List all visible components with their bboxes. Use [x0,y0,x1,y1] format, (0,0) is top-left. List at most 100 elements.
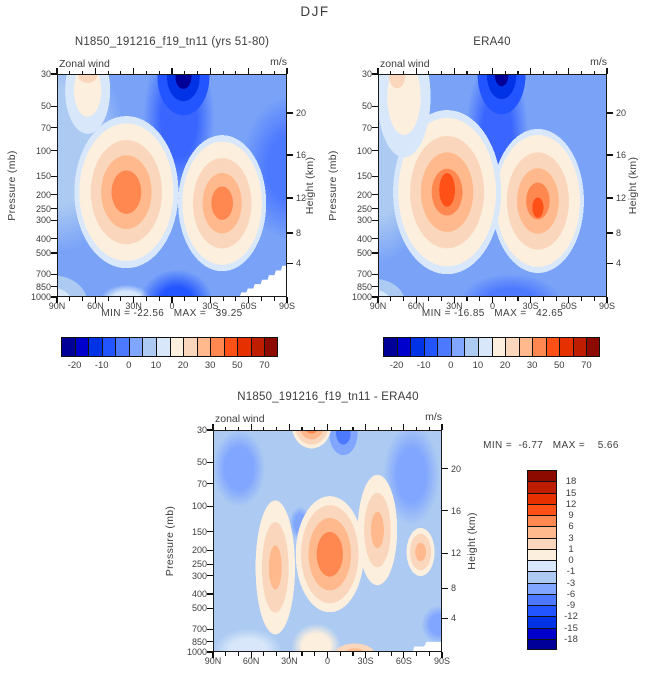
colorbar-tick-label: 50 [554,360,565,371]
lat-tick-mark [428,426,430,430]
lat-tick-mark [390,70,392,74]
pressure-tick-label: 50 [361,101,372,112]
colorbar-box [532,337,547,357]
height-tick-label: 4 [616,258,622,269]
colorbar-box [572,337,588,357]
height-tick-label: 8 [616,227,622,238]
lat-tick-mark [390,297,392,301]
height-tick-label: 12 [451,548,462,559]
field-label-diff: zonal wind [215,413,265,425]
lat-tick-label: 0 [489,301,495,311]
lat-tick-mark [133,68,135,74]
colorbar-box [61,337,76,357]
colorbar-box [545,337,561,357]
height-tick-mark [607,112,613,114]
lat-tick-mark [491,68,494,74]
lat-tick-mark [286,68,288,74]
colorbar-tick-label: 70 [259,360,270,371]
colorbar-box [169,337,185,357]
field-label-era40: zonal wind [380,58,430,70]
pressure-tick-label: 250 [35,203,51,214]
units-label-era40: m/s [590,56,607,68]
diff-colorbar-tick-label: -1 [566,566,576,578]
diff-colorbar-tick-label: 3 [568,532,574,544]
pressure-tick-label: 850 [191,636,207,647]
pressure-tick-mark [51,219,57,222]
colorbar-box [237,337,252,357]
lat-tick-mark [453,68,455,74]
lat-tick-mark [212,652,214,658]
lat-tick-mark [479,70,481,74]
stats-line-model: MIN = -22.56 MAX = 39.25 [101,308,243,319]
pressure-tick-mark [372,73,378,75]
lat-tick-label: 30S [202,301,219,311]
pressure-tick-label: 400 [35,233,51,244]
lat-tick-mark [263,652,265,656]
height-tick-label: 4 [451,613,457,624]
lat-tick-mark [158,297,160,301]
pressure-tick-mark [207,563,213,565]
colorbar-box [115,337,130,357]
lat-tick-mark [415,426,418,430]
lat-tick-label: 90S [433,656,450,666]
lat-tick-mark [504,297,506,301]
height-tick-label: 20 [296,108,307,119]
lat-tick-mark [56,297,58,303]
pressure-tick-mark [51,127,57,129]
lat-tick-mark [517,297,519,301]
height-tick-label: 20 [616,108,627,119]
pressure-tick-mark [372,296,378,298]
lat-tick-mark [352,426,354,430]
pressure-tick-label: 850 [356,281,372,292]
lat-tick-mark [120,297,122,301]
colorbar-tick-label: 0 [448,360,454,371]
pressure-tick-label: 30 [361,69,372,79]
pressure-tick-label: 700 [191,624,207,635]
colorbar-tick-label: 20 [499,360,511,371]
colorbar-tick-label: 30 [526,360,538,371]
lat-tick-mark [120,70,122,74]
lat-tick-mark [530,297,532,303]
lat-tick-mark [377,68,379,74]
colorbar-tick-label: 10 [150,360,162,371]
lat-tick-mark [301,426,303,430]
lat-tick-mark [390,426,392,430]
lat-tick-label: 60S [240,301,257,311]
lat-tick-mark [339,426,341,430]
lat-tick-mark [466,297,468,301]
colorbar-box [101,337,117,357]
pressure-tick-label: 100 [191,501,207,512]
lat-tick-mark [94,68,96,74]
colorbar-box [196,337,212,357]
lat-tick-mark [402,297,405,301]
plot-area-model [57,74,287,297]
diff-colorbar-box [527,638,557,650]
lat-tick-mark [260,70,263,74]
lat-tick-mark [504,70,506,74]
pressure-tick-label: 1000 [186,647,207,657]
lat-tick-mark [441,297,443,301]
lat-tick-mark [171,297,173,303]
lat-tick-label: 90S [598,301,615,311]
colorbar-box [383,337,398,357]
pressure-tick-mark [51,105,57,108]
pressure-tick-label: 70 [40,122,51,133]
height-tick-label: 12 [296,192,307,203]
lat-tick-mark [237,426,240,430]
contour-field-model [58,75,286,296]
pressure-tick-label: 50 [196,457,207,468]
height-tick-label: 4 [296,258,302,269]
pressure-tick-mark [207,505,213,507]
lat-tick-mark [453,297,455,303]
lat-tick-mark [428,297,430,301]
lat-tick-mark [314,426,316,430]
colorbar-box [464,337,479,357]
lat-tick-mark [273,70,275,74]
diff-colorbar-tick-label: -3 [566,577,576,589]
lat-tick-mark [145,297,148,301]
height-tick-mark [607,262,613,264]
pressure-tick-label: 150 [35,171,51,182]
lat-tick-mark [606,68,608,74]
pressure-tick-mark [51,238,57,240]
lat-tick-mark [517,70,519,74]
